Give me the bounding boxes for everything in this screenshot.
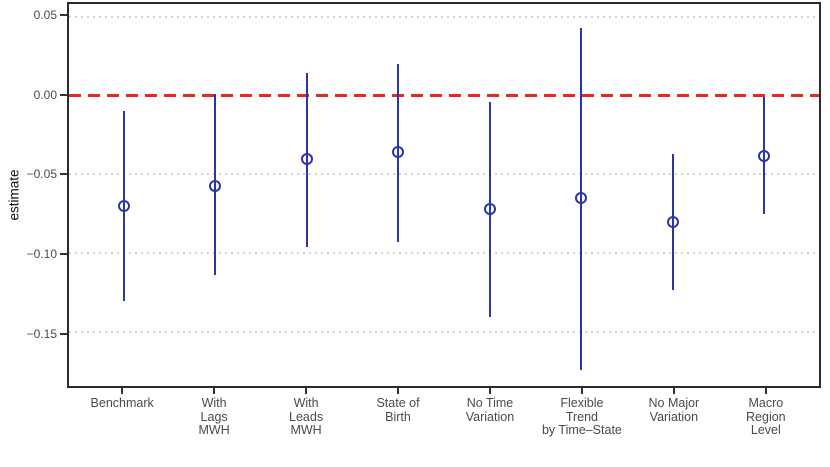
x-axis-tick [305, 388, 308, 394]
x-axis-tick-label: No Major Variation [609, 396, 739, 424]
x-axis-tick-label-line: Variation [465, 409, 515, 424]
x-axis-tick-label-line: Benchmark [90, 396, 154, 410]
point-estimate-marker [300, 152, 313, 165]
y-axis-tick [60, 253, 67, 256]
gridline [69, 173, 819, 176]
x-axis-tick-label: Flexible Trend by Time–State [517, 396, 647, 438]
x-axis-tick-label: No Time Variation [425, 396, 555, 424]
point-estimate-marker [209, 179, 222, 192]
gridline [69, 15, 819, 18]
x-axis-tick [213, 388, 216, 394]
x-axis-tick-label-line: MWH [290, 423, 322, 437]
y-axis-tick-label: −0.05 [26, 167, 57, 182]
point-estimate-marker [666, 215, 679, 228]
y-axis-tick-label: −0.15 [26, 326, 57, 341]
x-axis-tick [580, 388, 583, 394]
x-axis-tick-label-line: by Time–State [541, 423, 622, 437]
x-axis-tick [488, 388, 491, 394]
x-axis-tick-label: With Leads MWH [241, 396, 371, 438]
x-axis-tick-label-line: Leads [289, 409, 324, 424]
x-axis-tick [121, 388, 124, 394]
x-axis-tick-label: Benchmark [57, 396, 187, 411]
x-axis-tick-label-line: MWH [198, 423, 230, 437]
zero-reference-line [69, 94, 819, 98]
gridline [69, 331, 819, 334]
y-axis-tick-label: −0.10 [26, 247, 57, 262]
point-estimate-marker [117, 200, 130, 213]
x-axis-tick-label: Macro Region Level [701, 396, 830, 438]
x-axis-tick [672, 388, 675, 394]
x-axis-tick-label: With Lags MWH [149, 396, 279, 438]
y-axis-tick [60, 173, 67, 176]
y-axis-tick [60, 93, 67, 96]
x-axis-tick-label-line: With [201, 396, 227, 410]
x-axis-tick-label-line: Lags [200, 409, 228, 424]
x-axis-tick [764, 388, 767, 394]
x-axis-tick [397, 388, 400, 394]
y-axis-tick-label: 0.00 [33, 87, 57, 102]
x-axis-tick-label-line: Variation [649, 409, 699, 424]
x-axis-tick-label-line: With [293, 396, 319, 410]
point-estimate-marker [483, 203, 496, 216]
x-axis-tick-label-line: Region [746, 409, 786, 424]
x-axis-tick-label-line: Macro [748, 396, 784, 410]
x-axis-tick-label-line: No Major [648, 396, 700, 410]
y-axis-tick-label: 0.05 [33, 7, 57, 22]
gridline [69, 252, 819, 255]
x-axis-tick-label-line: Birth [385, 409, 411, 424]
x-axis-tick-label-line: Trend [565, 409, 599, 424]
y-axis-tick [60, 332, 67, 335]
point-estimate-marker [758, 149, 771, 162]
point-estimate-marker [575, 192, 588, 205]
y-axis-tick [60, 13, 67, 16]
x-axis-tick-label-line: State of [376, 396, 420, 410]
x-axis-tick-label: State of Birth [333, 396, 463, 424]
x-axis-tick-label-line: No Time [466, 396, 514, 410]
x-axis-tick-label-line: Flexible [560, 396, 604, 410]
point-estimate-marker [392, 146, 405, 159]
x-axis-tick-label-line: Level [750, 423, 781, 437]
plot-panel [67, 2, 821, 388]
